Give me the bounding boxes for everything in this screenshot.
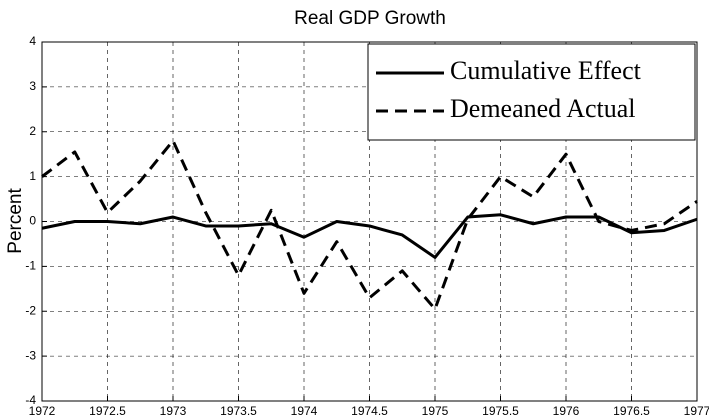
- x-tick-label: 1972.5: [89, 404, 126, 418]
- x-tick-label: 1975: [422, 404, 449, 418]
- line-series: [41, 213, 698, 259]
- legend-label: Cumulative Effect: [450, 56, 642, 85]
- legend: Cumulative Effect Demeaned Actual: [367, 43, 696, 141]
- x-tick-label: 1974.5: [351, 404, 388, 418]
- x-tick-label: 1977: [684, 404, 709, 418]
- x-tick-label: 1974: [291, 404, 318, 418]
- y-axis-label: Percent: [5, 188, 26, 254]
- y-tick-label: 0: [29, 214, 36, 228]
- x-tick-label: 1972: [29, 404, 56, 418]
- x-tick-label: 1973: [160, 404, 187, 418]
- y-tick-label: 3: [29, 79, 36, 93]
- x-tick-label: 1975.5: [482, 404, 519, 418]
- line-series: [41, 139, 698, 311]
- plot-frame: [41, 41, 698, 402]
- legend-box: [367, 43, 696, 141]
- y-tick-label: 2: [29, 124, 36, 138]
- y-tick-label: -3: [25, 348, 36, 362]
- x-tick-label: 1976.5: [613, 404, 650, 418]
- legend-label: Demeaned Actual: [450, 94, 636, 123]
- x-tick-label: 1973.5: [220, 404, 257, 418]
- x-tick-label: 1976: [553, 404, 580, 418]
- y-tick-label: -2: [25, 303, 36, 317]
- chart-title: Real GDP Growth: [294, 8, 446, 29]
- y-tick-label: 4: [29, 34, 36, 48]
- y-tick-label: -4: [25, 393, 36, 407]
- y-tick-label: -1: [25, 259, 36, 273]
- y-tick-label: 1: [29, 169, 36, 183]
